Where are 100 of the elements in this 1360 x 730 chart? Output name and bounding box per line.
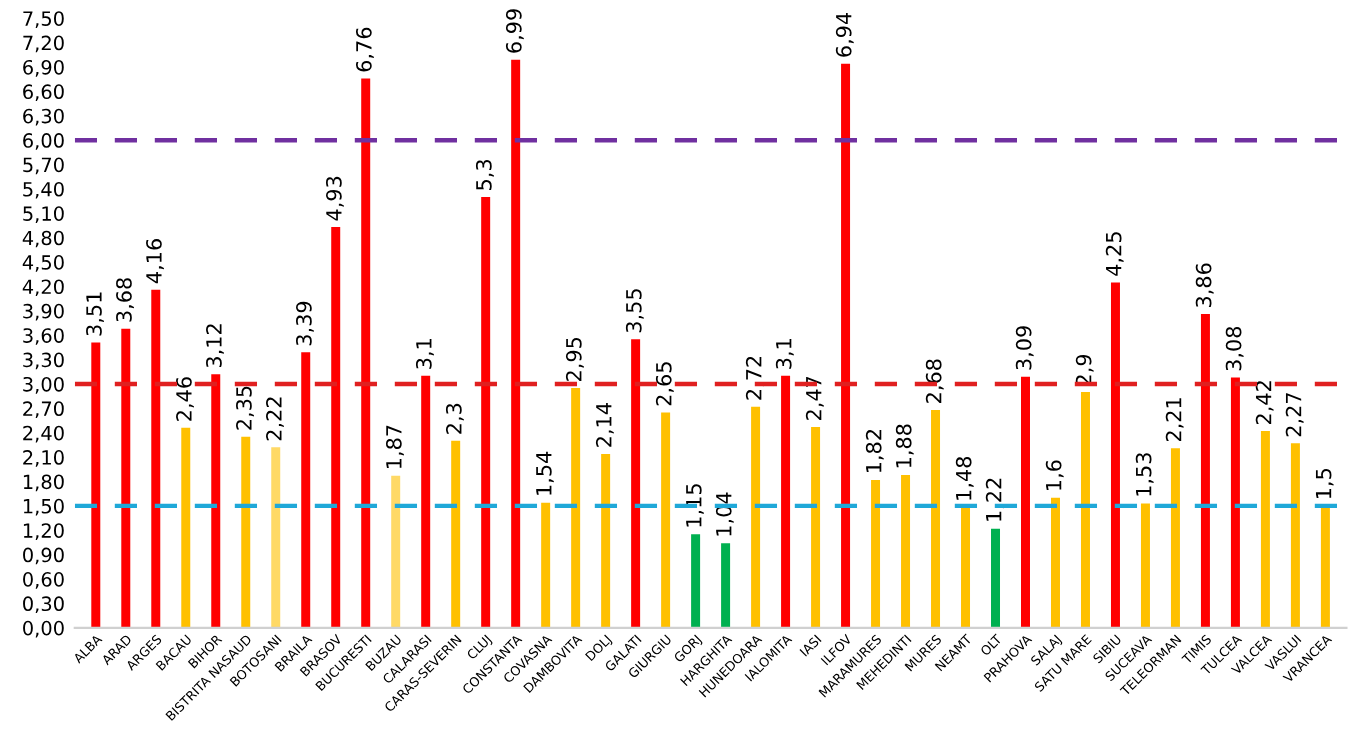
bar (271, 447, 281, 628)
data-label: 4,16 (146, 239, 164, 284)
y-tick-label: 2,70 (23, 401, 64, 419)
data-label: 1,48 (955, 457, 974, 500)
data-label: 1,6 (1045, 460, 1064, 490)
data-label: 2,14 (595, 403, 614, 447)
data-label: 2,68 (925, 359, 944, 403)
data-label: 4,25 (1105, 232, 1124, 276)
y-tick-label: 6,00 (23, 133, 64, 150)
y-tick-label: 2,10 (23, 450, 64, 467)
bar (1200, 314, 1210, 628)
bar (241, 436, 251, 628)
data-label: 6,94 (835, 12, 854, 57)
data-label: 2,65 (655, 362, 674, 406)
bar (211, 374, 221, 628)
data-label: 2,46 (176, 377, 194, 421)
data-label: 1,54 (536, 451, 554, 495)
y-tick-label: 5,40 (23, 181, 64, 199)
bar (151, 289, 161, 628)
data-label: 1,53 (1135, 453, 1154, 496)
data-label: 4,93 (326, 176, 344, 221)
bar (1140, 503, 1150, 628)
y-tick-label: 7,50 (23, 11, 64, 28)
data-label: 1,5 (1315, 469, 1334, 499)
bar (901, 475, 911, 628)
y-tick-label: 0,60 (23, 571, 64, 589)
data-label: 3,1 (775, 339, 794, 369)
bar (991, 528, 1001, 628)
bar (391, 475, 401, 628)
data-label: 3,08 (1225, 326, 1244, 371)
y-tick-label: 7,20 (23, 35, 64, 53)
bar (931, 409, 941, 628)
bar (1110, 282, 1120, 628)
bar (1021, 376, 1030, 628)
data-label: 2,95 (565, 337, 584, 381)
y-tick-label: 0,90 (23, 547, 64, 565)
y-tick-label: 3,60 (23, 328, 64, 345)
bar (301, 352, 311, 628)
data-label: 2,3 (445, 403, 464, 434)
bar (1080, 392, 1090, 628)
bar (1260, 431, 1270, 628)
y-tick-label: 0,00 (23, 620, 64, 638)
bar (601, 453, 611, 628)
bar (631, 339, 641, 628)
bar (751, 406, 761, 628)
y-tick-label: 4,50 (22, 255, 64, 272)
data-label: 3,12 (206, 324, 224, 368)
data-label: 1,82 (865, 430, 884, 473)
data-label: 1,88 (895, 424, 914, 468)
y-tick-label: 5,10 (23, 206, 64, 223)
bar (451, 440, 461, 628)
data-label: 6,99 (505, 9, 524, 53)
y-tick-label: 2,40 (23, 425, 64, 443)
y-tick-label: 4,20 (22, 279, 64, 297)
y-tick-label: 6,60 (23, 84, 64, 102)
bar (421, 375, 431, 628)
y-tick-label: 6,30 (23, 108, 64, 126)
y-tick-label: 1,80 (23, 474, 64, 492)
bar (1230, 377, 1240, 628)
data-label: 3,1 (415, 339, 434, 369)
data-label: 1,87 (385, 425, 404, 468)
y-tick-label: 0,30 (23, 596, 64, 614)
y-tick-label: 3,90 (23, 303, 64, 321)
data-label: 3,09 (1015, 326, 1034, 370)
y-tick-label: 4,80 (22, 230, 64, 248)
data-label: 2,21 (1165, 398, 1184, 442)
data-label: 2,35 (236, 386, 254, 430)
data-label: 2,27 (1285, 393, 1304, 437)
bar (541, 502, 551, 628)
data-label: 3,39 (296, 301, 314, 346)
bar (361, 78, 371, 628)
y-tick-label: 1,20 (23, 523, 64, 540)
bar (871, 479, 881, 628)
bar (481, 197, 491, 628)
bar (121, 328, 131, 628)
bar (571, 388, 581, 628)
bar (511, 59, 521, 628)
bar (1320, 505, 1330, 628)
bar (721, 543, 731, 628)
y-tick-label: 6,90 (23, 59, 64, 77)
data-label: 5,3 (475, 160, 494, 190)
bar (661, 412, 671, 628)
data-label: 6,76 (355, 27, 374, 72)
data-label: 3,86 (1195, 263, 1214, 307)
data-label: 2,22 (266, 397, 284, 441)
data-label: 1,15 (686, 484, 704, 527)
data-label: 3,68 (116, 278, 134, 322)
bar (961, 507, 971, 628)
y-tick-label: 3,00 (23, 376, 64, 394)
bar (841, 63, 851, 628)
bar (1050, 497, 1060, 628)
y-tick-label: 3,30 (23, 352, 64, 370)
bar (331, 227, 341, 628)
bar (1290, 443, 1300, 628)
y-tick-label: 1,50 (23, 498, 64, 516)
bar (91, 342, 101, 628)
bar (1170, 448, 1180, 628)
data-label: 3,51 (86, 292, 104, 336)
data-label: 2,42 (1255, 381, 1274, 425)
bar (781, 375, 791, 628)
